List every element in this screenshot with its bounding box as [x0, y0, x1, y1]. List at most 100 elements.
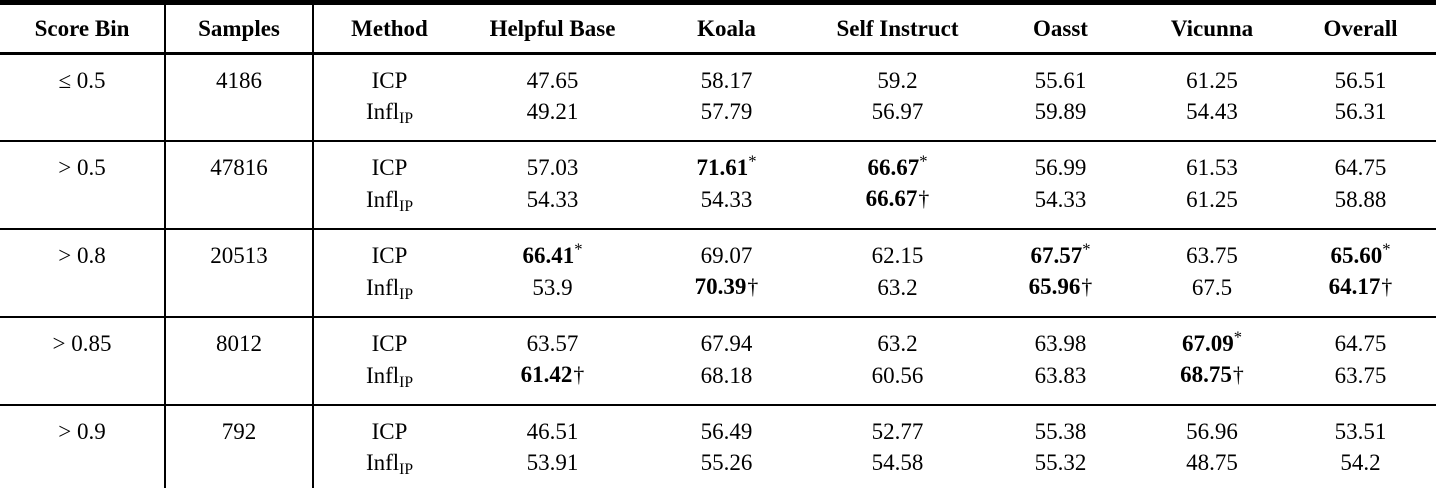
method-label: Infl	[365, 362, 400, 388]
value: 63.2	[877, 274, 918, 300]
method-subscript: IP	[399, 460, 414, 478]
value: 66.41	[522, 243, 575, 268]
value-cell: 56.51	[1285, 54, 1436, 97]
value-cell: 60.56	[813, 359, 982, 405]
header-cell-koala: Koala	[640, 2, 813, 55]
value: 56.49	[700, 419, 753, 444]
value: 69.07	[700, 243, 753, 268]
method-cell-icp: ICP	[312, 316, 465, 359]
value: 55.26	[700, 450, 753, 475]
value: 54.43	[1186, 99, 1238, 124]
header-cell-self-instruct: Self Instruct	[813, 2, 982, 55]
value-cell: 54.33	[982, 183, 1139, 229]
header-cell-vicunna: Vicunna	[1139, 2, 1285, 55]
value-cell: 57.03	[465, 140, 640, 183]
value: 47.65	[526, 68, 579, 93]
value-cell: 65.60*	[1285, 228, 1436, 271]
value-cell: 55.61	[982, 54, 1139, 97]
score-bin-cell: > 0.9	[0, 404, 165, 488]
method-cell-inflip: InflIP	[312, 183, 465, 229]
value-cell: 67.5	[1139, 271, 1285, 317]
value-cell: 64.75	[1285, 316, 1436, 359]
value-cell: 56.49	[640, 404, 813, 447]
table-body: ≤ 0.5 4186 ICP 47.65 58.17 59.2 55.61 61.25 56.5…	[0, 53, 1436, 488]
value-cell: 67.09*	[1139, 316, 1285, 359]
method-subscript: IP	[399, 373, 414, 391]
header-cell-oasst: Oasst	[982, 2, 1139, 55]
value-cell: 61.42†	[465, 359, 640, 405]
group-4-row-inflip: InflIP 53.91 55.26 54.58 55.32 48.75 54.2	[0, 447, 1436, 488]
group-3-row-icp: > 0.85 8012 ICP 63.57 67.94 63.2 63.98 67.09* 64…	[0, 316, 1436, 405]
score-bin-cell: > 0.5	[0, 140, 165, 229]
value: 54.33	[700, 186, 753, 212]
value-cell: 58.88	[1285, 183, 1436, 229]
samples-cell: 47816	[164, 140, 313, 229]
value: 67.94	[700, 331, 753, 356]
header-cell-score-bin: Score Bin	[0, 2, 165, 55]
dagger-marker: †	[918, 187, 930, 211]
asterisk-marker: *	[1082, 239, 1091, 259]
method-label: Infl	[365, 99, 400, 124]
value-cell: 53.9	[465, 271, 640, 317]
value-cell: 64.75	[1285, 140, 1436, 183]
value: 48.75	[1186, 450, 1238, 475]
value-cell: 57.79	[640, 96, 813, 141]
asterisk-marker: *	[748, 151, 757, 171]
value: 62.15	[871, 243, 924, 268]
value-cell: 71.61*	[640, 140, 813, 183]
value: 54.58	[871, 450, 924, 475]
value-cell: 54.33	[640, 183, 813, 229]
value: 65.60	[1330, 243, 1383, 268]
score-bin-cell: ≤ 0.5	[58, 68, 106, 93]
value: 67.09	[1181, 331, 1234, 356]
value: 58.88	[1334, 186, 1387, 212]
value: 57.03	[526, 155, 579, 180]
value-cell: 63.2	[813, 271, 982, 317]
method-subscript: IP	[399, 285, 414, 303]
method-cell-inflip: InflIP	[312, 447, 465, 488]
method-cell-inflip: InflIP	[312, 96, 465, 141]
header-row: Score Bin Samples Method Helpful Base Koala S…	[0, 2, 1436, 55]
value: 61.25	[1186, 68, 1238, 93]
value: 54.33	[526, 186, 579, 212]
method-cell-icp: ICP	[312, 53, 465, 96]
value-cell: 65.96†	[982, 271, 1139, 317]
method-label: Infl	[365, 274, 400, 300]
value: 66.67	[865, 186, 918, 211]
value-cell: 56.99	[982, 140, 1139, 183]
value-cell: 67.94	[640, 316, 813, 359]
samples-cell: 792	[164, 404, 313, 488]
value: 61.42	[520, 362, 573, 387]
value: 57.79	[700, 99, 753, 124]
asterisk-marker: *	[1382, 239, 1391, 259]
value-cell: 63.75	[1139, 228, 1285, 271]
value-cell: 54.43	[1139, 96, 1285, 141]
value-cell: 54.58	[813, 447, 982, 488]
value-cell: 70.39†	[640, 271, 813, 317]
value-cell: 55.32	[982, 447, 1139, 488]
value-cell: 63.75	[1285, 359, 1436, 405]
value: 53.9	[532, 274, 573, 300]
group-3-row-inflip: InflIP 61.42† 68.18 60.56 63.83 68.75† 63.75	[0, 359, 1436, 405]
asterisk-marker: *	[919, 151, 928, 171]
value: 61.25	[1186, 186, 1238, 212]
value-cell: 63.2	[813, 316, 982, 359]
value-cell: 46.51	[465, 404, 640, 447]
method-label: ICP	[371, 68, 408, 93]
value: 59.89	[1034, 99, 1087, 124]
value-cell: 53.51	[1285, 404, 1436, 447]
header-cell-overall: Overall	[1285, 2, 1436, 55]
value-cell: 59.2	[813, 54, 982, 97]
group-4-row-icp: > 0.9 792 ICP 46.51 56.49 52.77 55.38 56.96 53.5…	[0, 404, 1436, 488]
score-bin-cell: > 0.85	[0, 316, 165, 405]
method-cell-icp: ICP	[312, 228, 465, 271]
value-cell: 61.25	[1139, 54, 1285, 97]
value: 52.77	[871, 419, 924, 444]
value: 46.51	[526, 419, 579, 444]
value: 58.17	[700, 68, 753, 93]
value-cell: 59.89	[982, 96, 1139, 141]
samples-cell: 20513	[164, 228, 313, 317]
value-cell: 47.65	[465, 54, 640, 97]
dagger-marker: †	[1081, 275, 1093, 299]
